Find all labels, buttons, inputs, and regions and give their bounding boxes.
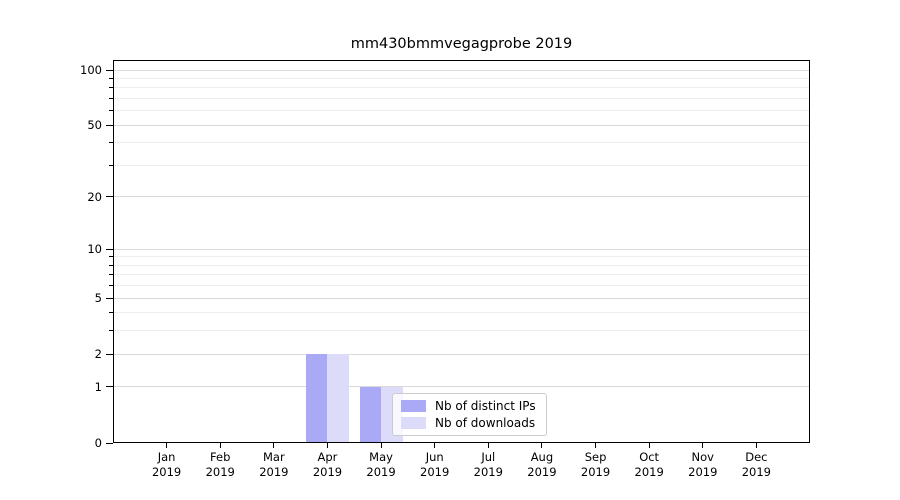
legend: Nb of distinct IPs Nb of downloads xyxy=(392,393,547,436)
x-tick-year: 2019 xyxy=(580,465,611,479)
y-major-tick xyxy=(106,124,113,126)
y-minor-tick xyxy=(109,274,113,276)
x-tick xyxy=(595,443,597,448)
minor-gridline xyxy=(114,97,809,99)
x-tick-label-jun: Jun 2019 xyxy=(405,450,465,480)
x-tick-label-may: May 2019 xyxy=(351,450,411,480)
x-tick-year: 2019 xyxy=(151,465,182,479)
y-major-tick xyxy=(106,297,113,299)
x-tick-label-apr: Apr 2019 xyxy=(297,450,357,480)
major-gridline xyxy=(114,353,809,355)
y-minor-tick xyxy=(109,87,113,89)
x-tick-label-aug: Aug 2019 xyxy=(512,450,572,480)
x-tick xyxy=(541,443,543,448)
y-minor-tick xyxy=(109,264,113,266)
major-gridline xyxy=(114,124,809,126)
minor-gridline xyxy=(114,164,809,166)
y-minor-tick xyxy=(109,256,113,258)
y-tick-label: 50 xyxy=(87,118,102,133)
minor-gridline xyxy=(114,110,809,112)
x-tick-year: 2019 xyxy=(259,465,289,479)
y-tick-label: 5 xyxy=(94,291,102,306)
x-tick xyxy=(219,443,221,448)
legend-label-downloads: Nb of downloads xyxy=(435,416,536,430)
y-minor-tick xyxy=(109,164,113,166)
x-tick-label-sep: Sep 2019 xyxy=(566,450,626,480)
legend-label-distinct-ips: Nb of distinct IPs xyxy=(435,399,536,413)
x-tick xyxy=(702,443,704,448)
x-tick-label-nov: Nov 2019 xyxy=(673,450,733,480)
x-tick-year: 2019 xyxy=(420,465,450,479)
minor-gridline xyxy=(114,285,809,287)
bar-nb-of-distinct-ips-may xyxy=(359,386,382,442)
y-tick-label: 100 xyxy=(80,63,102,77)
y-major-tick xyxy=(106,196,113,198)
x-tick-label-mar: Mar 2019 xyxy=(244,450,304,480)
x-tick-label-jan: Jan 2019 xyxy=(137,450,197,480)
x-tick xyxy=(166,443,168,448)
x-tick-label-feb: Feb 2019 xyxy=(190,450,250,480)
y-major-tick xyxy=(106,386,113,388)
x-tick-year: 2019 xyxy=(366,465,396,479)
x-tick-label-jul: Jul 2019 xyxy=(458,450,518,480)
minor-gridline xyxy=(114,312,809,314)
x-tick xyxy=(648,443,650,448)
y-tick-label: 2 xyxy=(94,347,102,362)
minor-gridline xyxy=(114,264,809,266)
legend-swatch-distinct-ips-icon xyxy=(401,400,426,412)
y-minor-tick xyxy=(109,330,113,332)
x-tick-year: 2019 xyxy=(312,465,343,479)
minor-gridline xyxy=(114,77,809,79)
minor-gridline xyxy=(114,87,809,89)
y-minor-tick xyxy=(109,142,113,144)
major-gridline xyxy=(114,386,809,388)
y-minor-tick xyxy=(109,285,113,287)
bar-nb-of-distinct-ips-apr xyxy=(306,354,328,442)
major-gridline xyxy=(114,248,809,250)
chart-title: mm430bmmvegagprobe 2019 xyxy=(350,36,573,52)
x-tick xyxy=(487,443,489,448)
x-tick-label-dec: Dec 2019 xyxy=(726,450,786,480)
x-tick xyxy=(380,443,382,448)
major-gridline xyxy=(114,196,809,198)
x-tick-year: 2019 xyxy=(527,465,557,479)
y-major-tick xyxy=(106,442,113,444)
legend-item-distinct-ips: Nb of distinct IPs xyxy=(401,399,538,413)
x-tick xyxy=(273,443,275,448)
minor-gridline xyxy=(114,330,809,332)
y-tick-label: 1 xyxy=(94,379,102,394)
y-major-tick xyxy=(106,69,113,71)
minor-gridline xyxy=(114,274,809,276)
y-minor-tick xyxy=(109,77,113,79)
x-tick xyxy=(755,443,757,448)
x-tick-year: 2019 xyxy=(473,465,503,479)
y-tick-label: 20 xyxy=(87,189,102,204)
y-minor-tick xyxy=(109,97,113,99)
major-gridline xyxy=(114,297,809,299)
x-tick xyxy=(326,443,328,448)
minor-gridline xyxy=(114,256,809,258)
major-gridline xyxy=(114,69,809,71)
x-tick-year: 2019 xyxy=(205,465,235,479)
y-major-tick xyxy=(106,248,113,250)
x-tick xyxy=(434,443,436,448)
x-tick-year: 2019 xyxy=(634,465,664,479)
x-tick-year: 2019 xyxy=(688,465,718,479)
y-minor-tick xyxy=(109,312,113,314)
minor-gridline xyxy=(114,142,809,144)
legend-item-downloads: Nb of downloads xyxy=(401,416,538,430)
y-major-tick xyxy=(106,353,113,355)
y-tick-label: 0 xyxy=(94,436,102,450)
bar-nb-of-downloads-apr xyxy=(327,354,349,442)
y-tick-label: 10 xyxy=(87,242,102,257)
x-tick-label-oct: Oct 2019 xyxy=(619,450,679,480)
legend-swatch-downloads-icon xyxy=(401,417,426,429)
x-tick-year: 2019 xyxy=(741,465,772,479)
y-minor-tick xyxy=(109,110,113,112)
